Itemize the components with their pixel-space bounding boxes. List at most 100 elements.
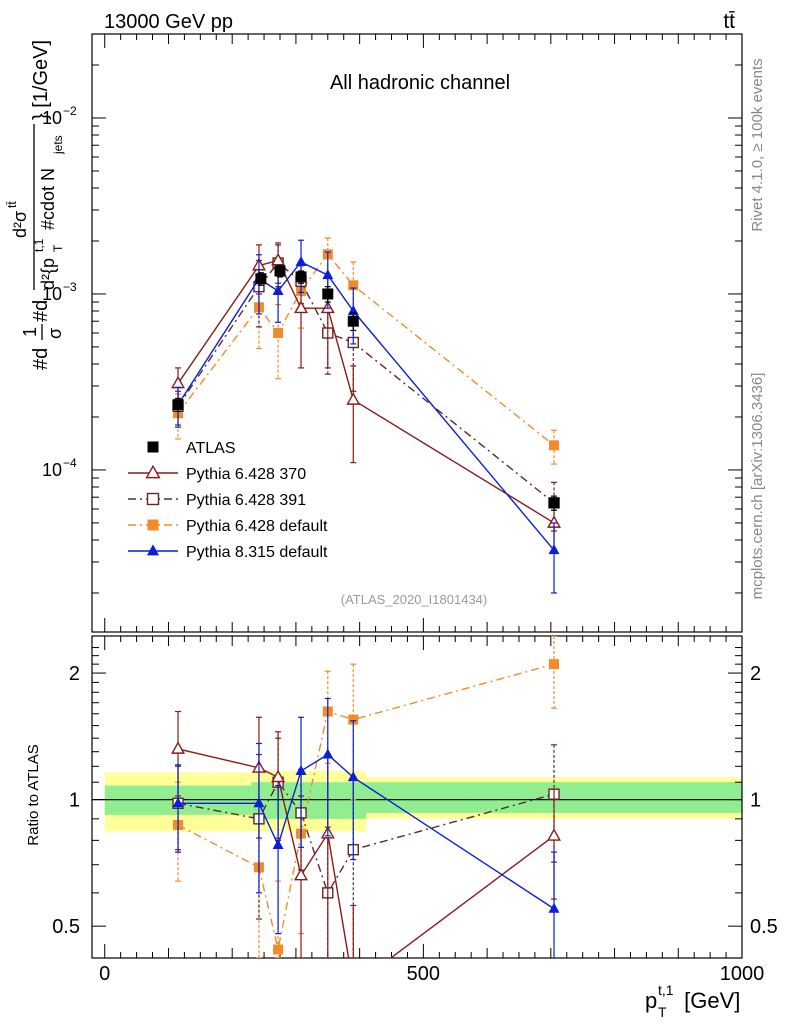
y-tick-base: 10 <box>42 108 62 128</box>
data-point-p8def <box>548 544 560 555</box>
ratio-y-tick-label: 2 <box>69 663 80 685</box>
legend-marker <box>147 441 159 453</box>
data-point-p8def <box>272 838 284 849</box>
ratio-y-tick-label: 0.5 <box>52 916 80 938</box>
data-point-atlas <box>548 497 560 509</box>
ylabel-part: #d <box>30 300 52 322</box>
x-tick-label: 1000 <box>720 963 765 985</box>
y-tick-label: 10 −2 <box>42 104 77 128</box>
main-panel-frame <box>91 33 743 633</box>
xlabel-part: T <box>658 1004 667 1020</box>
series-p8def <box>172 697 560 958</box>
legend-item-p8def: Pythia 8.315 default <box>128 544 328 561</box>
x-axis-label: p T t,1 [GeV] <box>645 982 740 1020</box>
series-p8def <box>172 239 560 594</box>
legend-marker <box>146 544 160 556</box>
data-point-p6def <box>549 659 560 670</box>
series-p6def <box>173 237 560 465</box>
legend-label: ATLAS <box>186 440 236 457</box>
legend-marker <box>147 519 159 531</box>
legend-label: Pythia 6.428 391 <box>186 492 306 509</box>
data-point-p8def <box>347 771 359 782</box>
legend-marker <box>146 492 160 506</box>
data-point-atlas <box>347 315 359 327</box>
legend-marker <box>145 464 161 479</box>
data-point-p6def <box>348 714 359 725</box>
ylabel-part: T <box>51 244 65 252</box>
xlabel-part: p <box>645 988 657 1013</box>
legend: ATLAS Pythia 6.428 370 Pythia 6.428 391 Pyt… <box>128 440 328 561</box>
mcplots-label: mcplots.cern.ch [arXiv:1306.3436] <box>749 373 766 600</box>
data-point-p370 <box>294 867 309 881</box>
data-point-p8def <box>295 255 307 266</box>
data-point-atlas <box>274 265 286 277</box>
y-tick-base: 10 <box>42 460 62 480</box>
legend-label: Pythia 8.315 default <box>186 544 328 561</box>
data-point-p8def <box>322 269 334 280</box>
data-point-atlas <box>255 273 267 285</box>
ratio-y-tick-label-right: 1 <box>750 790 761 812</box>
ratio-y-tick-label-right: 0.5 <box>750 916 778 938</box>
ylabel-part: tt̄ <box>5 201 19 208</box>
data-point-p8def <box>548 902 560 913</box>
y-tick-base: 10 <box>42 284 62 304</box>
analysis-watermark: (ATLAS_2020_I1801434) <box>341 592 487 607</box>
rivet-version-label: Rivet 4.1.0, ≥ 100k events <box>749 58 766 231</box>
ylabel-part: 1 <box>20 327 40 337</box>
data-point-p6def <box>348 280 359 291</box>
legend-item-p370: Pythia 6.428 370 <box>128 464 306 483</box>
ylabel-part: d²σ <box>10 211 30 238</box>
y-tick-exp: −4 <box>63 456 77 470</box>
main-y-axis-label: #d 1 σ #d d²σ tt̄ d²{p T t,1 #cdot N jet… <box>5 40 65 370</box>
legend-label: Pythia 6.428 370 <box>186 466 306 483</box>
ylabel-part: d²{p <box>38 258 58 290</box>
series-atlas <box>172 264 560 511</box>
ylabel-part: jets <box>51 135 65 155</box>
data-point-atlas <box>172 399 184 411</box>
ylabel-part: #d <box>30 348 52 370</box>
y-tick-label: 10 −4 <box>42 456 77 480</box>
legend-item-p6def: Pythia 6.428 default <box>128 518 328 535</box>
y-tick-exp: −3 <box>63 280 77 294</box>
data-point-atlas <box>295 271 307 283</box>
ratio-panel-frame <box>91 635 743 959</box>
data-point-p370 <box>346 392 361 405</box>
legend-label: Pythia 6.428 default <box>186 518 328 535</box>
ratio-y-tick-label-right: 2 <box>750 663 761 685</box>
x-tick-label: 0 <box>99 963 110 985</box>
xlabel-part: t,1 <box>658 982 674 998</box>
ratio-y-tick-label: 1 <box>69 790 80 812</box>
data-point-p8def <box>322 748 334 759</box>
xlabel-part: [GeV] <box>678 988 740 1013</box>
data-point-p6def <box>273 328 284 338</box>
series-p391 <box>172 737 560 958</box>
series-p370 <box>171 710 562 958</box>
data-point-p370 <box>271 252 286 266</box>
main-axis-ticks: 10−410−310−2 <box>42 33 743 632</box>
ylabel-part: #cdot N <box>38 168 58 230</box>
main-title: All hadronic channel <box>330 72 510 94</box>
ylabel-part: } [1/GeV] <box>30 40 52 120</box>
ylabel-part: σ <box>45 328 65 339</box>
data-point-p8def <box>272 284 284 295</box>
ylabel-part: t,1 <box>32 238 46 252</box>
ratio-axis-ticks: 0.5 0.5 1 1 2 2 0 500 1000 <box>52 636 778 985</box>
y-tick-label: 10 −3 <box>42 280 77 304</box>
data-point-p370 <box>171 741 186 754</box>
ratio-y-axis-label: Ratio to ATLAS <box>25 744 42 845</box>
data-point-p8def <box>172 797 184 808</box>
legend-item-p391: Pythia 6.428 391 <box>128 492 306 509</box>
x-tick-label: 500 <box>407 963 440 985</box>
y-tick-exp: −2 <box>63 104 77 118</box>
data-point-p370 <box>294 300 309 314</box>
data-point-p8def <box>253 797 265 808</box>
process-label: tt̄ <box>723 10 735 33</box>
main-series-layer <box>171 237 562 594</box>
series-line-p6def <box>177 253 555 446</box>
ratio-series-layer <box>171 636 562 958</box>
data-point-p6def <box>273 944 284 955</box>
data-point-p370 <box>271 769 286 783</box>
data-point-p8def <box>295 764 307 775</box>
energy-label: 13000 GeV pp <box>104 11 233 33</box>
